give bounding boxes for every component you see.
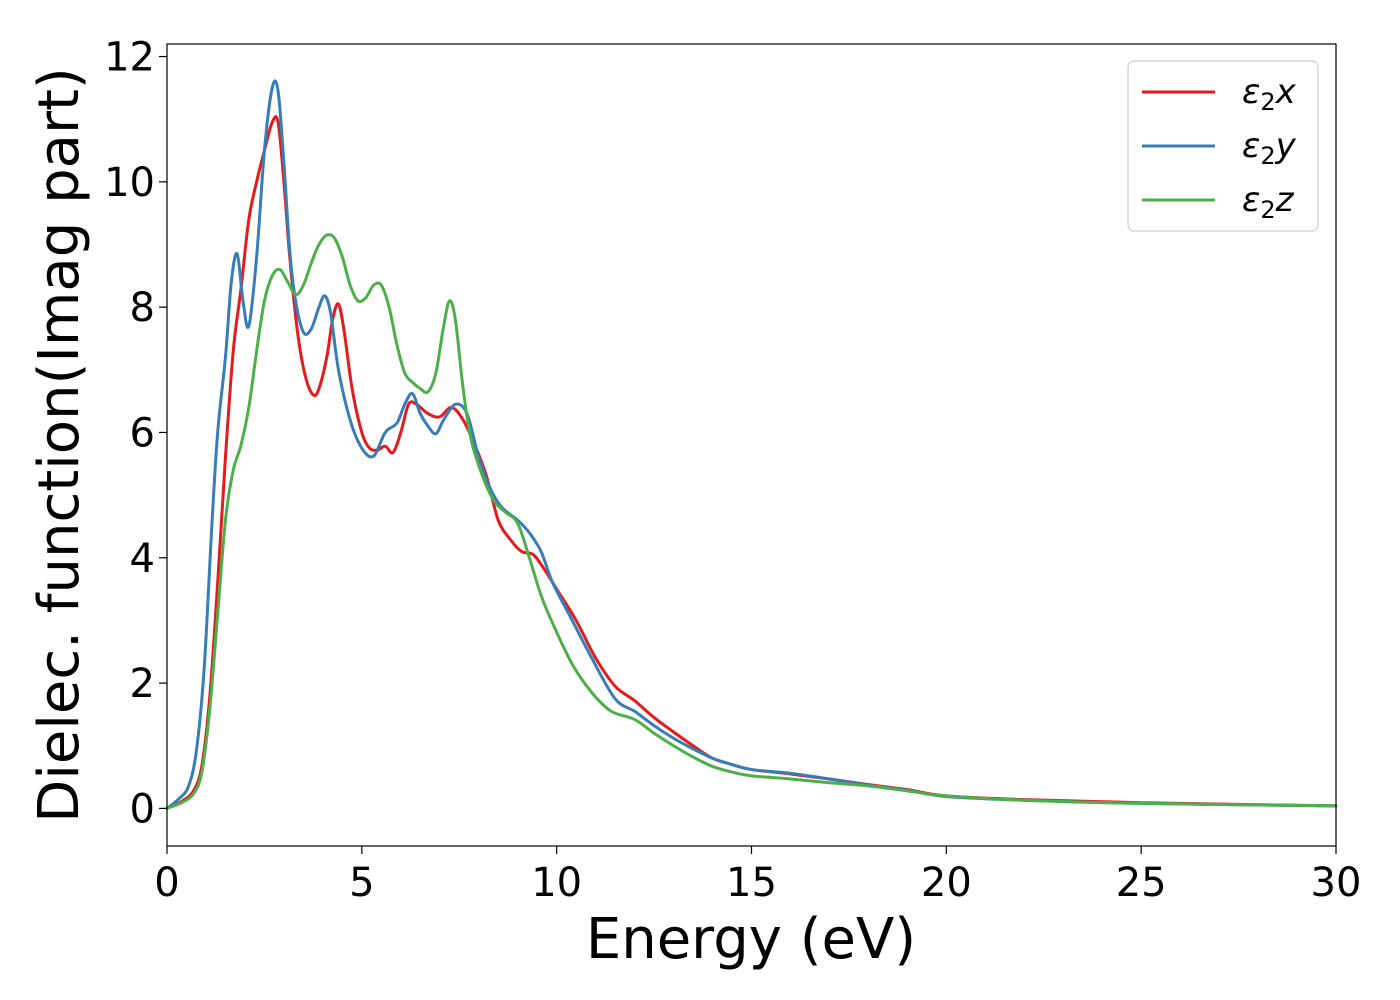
x-tick-label: 20 — [921, 860, 972, 906]
legend-label-x: ε2x — [1242, 72, 1297, 116]
x-tick-label: 5 — [349, 860, 374, 906]
series-line-y — [165, 79, 1338, 810]
y-axis: 0 2 4 6 8 10 12 — [104, 35, 167, 832]
x-axis-label: Energy (eV) — [586, 907, 916, 972]
legend-box — [1127, 60, 1319, 232]
legend: ε2x ε2y ε2z — [1127, 60, 1319, 232]
y-tick-label: 8 — [130, 285, 155, 331]
y-tick-label: 2 — [130, 661, 155, 707]
x-tick-label: 10 — [531, 860, 582, 906]
y-tick-label: 10 — [104, 160, 155, 206]
x-tick-label: 30 — [1311, 860, 1362, 906]
series-line-z — [165, 233, 1338, 810]
y-tick-label: 0 — [130, 786, 155, 832]
y-axis-label: Dielec. function(Imag part) — [27, 67, 92, 823]
x-tick-label: 25 — [1116, 860, 1167, 906]
x-tick-label: 0 — [154, 860, 179, 906]
y-tick-label: 12 — [104, 35, 155, 81]
y-tick-label: 4 — [130, 536, 155, 582]
series-layer — [165, 79, 1338, 810]
legend-label-z: ε2z — [1242, 180, 1295, 224]
y-tick-label: 6 — [130, 410, 155, 456]
x-axis: 0 5 10 15 20 25 30 — [154, 846, 1361, 906]
x-tick-label: 15 — [726, 860, 777, 906]
legend-label-y: ε2y — [1242, 126, 1297, 170]
